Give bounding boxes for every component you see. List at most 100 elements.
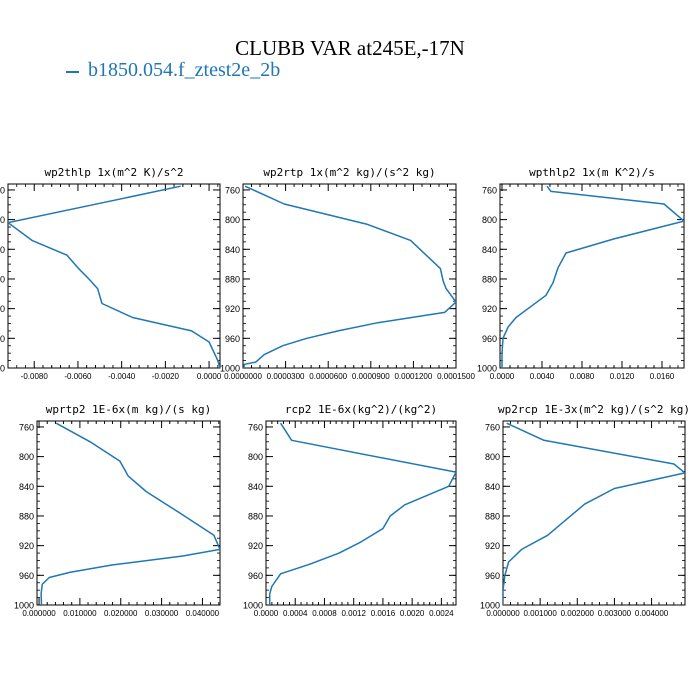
x-tick-label: 0.0000600: [309, 372, 347, 381]
plot-frame: [502, 420, 686, 606]
panel-title: wpthlp2 1x(m K^2)/s: [529, 166, 655, 179]
y-tick-label: 1000: [480, 601, 500, 611]
x-tick-label: 0.0016: [371, 609, 396, 618]
chart-panel-6: wp2rcp 1E-3x(m^2 kg)/(s^2 kg) 760 800 840 88…: [480, 403, 690, 618]
y-tick-label: 760: [485, 422, 500, 432]
y-tick-label: 760: [225, 185, 240, 195]
plot-frame: [265, 420, 457, 606]
x-tick-label: 0.0000900: [352, 372, 390, 381]
x-tick-label: 0.0012: [341, 609, 366, 618]
x-tick-label: 0.0004: [283, 609, 308, 618]
y-tick-label: 960: [482, 334, 497, 344]
y-tick-label: 960: [0, 334, 5, 344]
legend-line-swatch: [66, 71, 79, 73]
x-tick-label: 0.0080: [570, 372, 595, 381]
y-tick-label: 760: [19, 422, 34, 432]
x-tick-label: 0.0160: [650, 372, 675, 381]
y-tick-label: 960: [485, 571, 500, 581]
y-tick-label: 800: [225, 215, 240, 225]
y-tick-label: 840: [19, 482, 34, 492]
x-tick-label: -0.0060: [64, 372, 92, 381]
panel-title: wp2rtp 1x(m^2 kg)/(s^2 kg): [263, 166, 435, 179]
x-tick-label: -0.0080: [21, 372, 49, 381]
series-line: [503, 422, 685, 605]
y-tick-label: 840: [225, 245, 240, 255]
y-tick-label: 800: [19, 452, 34, 462]
y-tick-label: 760: [0, 185, 5, 195]
x-tick-label: 0.000000: [22, 609, 56, 618]
x-tick-label: 0.0040: [530, 372, 555, 381]
x-tick-label: 0.003000: [598, 609, 632, 618]
y-tick-label: 880: [19, 511, 34, 521]
y-tick-label: 800: [482, 215, 497, 225]
y-tick-label: 1000: [0, 364, 5, 374]
x-tick-label: 0.010000: [63, 609, 97, 618]
series-line: [243, 185, 456, 368]
x-tick-label: -0.0020: [152, 372, 180, 381]
y-tick-label: 880: [225, 274, 240, 284]
x-tick-label: 0.0000000: [224, 372, 262, 381]
y-tick-label: 880: [485, 511, 500, 521]
series-line: [501, 185, 684, 368]
y-tick-label: 920: [482, 304, 497, 314]
y-tick-label: 960: [19, 571, 34, 581]
y-tick-label: 920: [485, 541, 500, 551]
y-tick-label: 920: [0, 304, 5, 314]
plot-frame: [36, 420, 221, 606]
x-tick-label: -0.0040: [108, 372, 136, 381]
panel-title: wp2thlp 1x(m^2 K)/s^2: [44, 166, 183, 179]
x-tick-label: 0.002000: [561, 609, 595, 618]
y-tick-label: 840: [482, 245, 497, 255]
x-tick-label: 0.0001500: [437, 372, 475, 381]
x-tick-label: 0.0000: [197, 372, 222, 381]
panel-title: wprtp2 1E-6x(m kg)/(s kg): [46, 403, 212, 416]
y-tick-label: 880: [0, 274, 5, 284]
x-tick-label: 0.004000: [635, 609, 669, 618]
x-tick-label: 0.0000: [490, 372, 515, 381]
series-line: [268, 422, 456, 605]
chart-panel-2: wp2rtp 1x(m^2 kg)/(s^2 kg) 760 800 840 880 92…: [220, 166, 475, 381]
y-tick-label: 960: [248, 571, 263, 581]
page-title: CLUBB VAR at245E,-17N: [235, 36, 465, 60]
y-tick-label: 960: [225, 334, 240, 344]
x-tick-label: 0.0020: [400, 609, 425, 618]
y-tick-label: 920: [248, 541, 263, 551]
x-tick-label: 0.020000: [104, 609, 138, 618]
x-tick-label: 0.0000300: [267, 372, 305, 381]
x-tick-label: 0.0120: [610, 372, 635, 381]
y-tick-label: 800: [0, 215, 5, 225]
y-tick-label: 760: [248, 422, 263, 432]
x-tick-label: 0.030000: [145, 609, 179, 618]
y-tick-label: 800: [485, 452, 500, 462]
x-tick-label: 0.000000: [486, 609, 520, 618]
y-tick-label: 920: [225, 304, 240, 314]
x-tick-label: 0.0000: [254, 609, 279, 618]
y-tick-label: 1000: [14, 601, 34, 611]
panel-title: wp2rcp 1E-3x(m^2 kg)/(s^2 kg): [498, 403, 690, 416]
x-tick-label: 0.0024: [429, 609, 454, 618]
y-tick-label: 880: [248, 511, 263, 521]
x-tick-label: 0.0001200: [394, 372, 432, 381]
series-line: [40, 422, 220, 605]
series-line: [8, 185, 220, 368]
chart-panel-3: wpthlp2 1x(m K^2)/s 760 800 840 880 920 960 100…: [477, 166, 685, 381]
y-tick-label: 840: [248, 482, 263, 492]
chart-panel-1: wp2thlp 1x(m^2 K)/s^2 760 800 840 880 920 960 1…: [0, 166, 222, 381]
y-tick-label: 1000: [477, 364, 497, 374]
legend-label: b1850.054.f_ztest2e_2b: [88, 59, 281, 81]
x-tick-label: 0.0008: [312, 609, 337, 618]
y-tick-label: 880: [482, 274, 497, 284]
x-tick-label: 0.040000: [186, 609, 220, 618]
y-tick-label: 840: [0, 245, 5, 255]
y-tick-label: 1000: [220, 364, 240, 374]
y-tick-label: 920: [19, 541, 34, 551]
y-tick-label: 760: [482, 185, 497, 195]
plot-frame: [499, 183, 685, 369]
chart-panel-5: rcp2 1E-6x(kg^2)/(kg^2) 760 800 840 880 920 96…: [243, 403, 457, 618]
plot-frame: [242, 183, 457, 369]
panel-title: rcp2 1E-6x(kg^2)/(kg^2): [285, 403, 437, 416]
y-tick-label: 1000: [243, 601, 263, 611]
plot-frame: [7, 183, 221, 369]
y-tick-label: 840: [485, 482, 500, 492]
